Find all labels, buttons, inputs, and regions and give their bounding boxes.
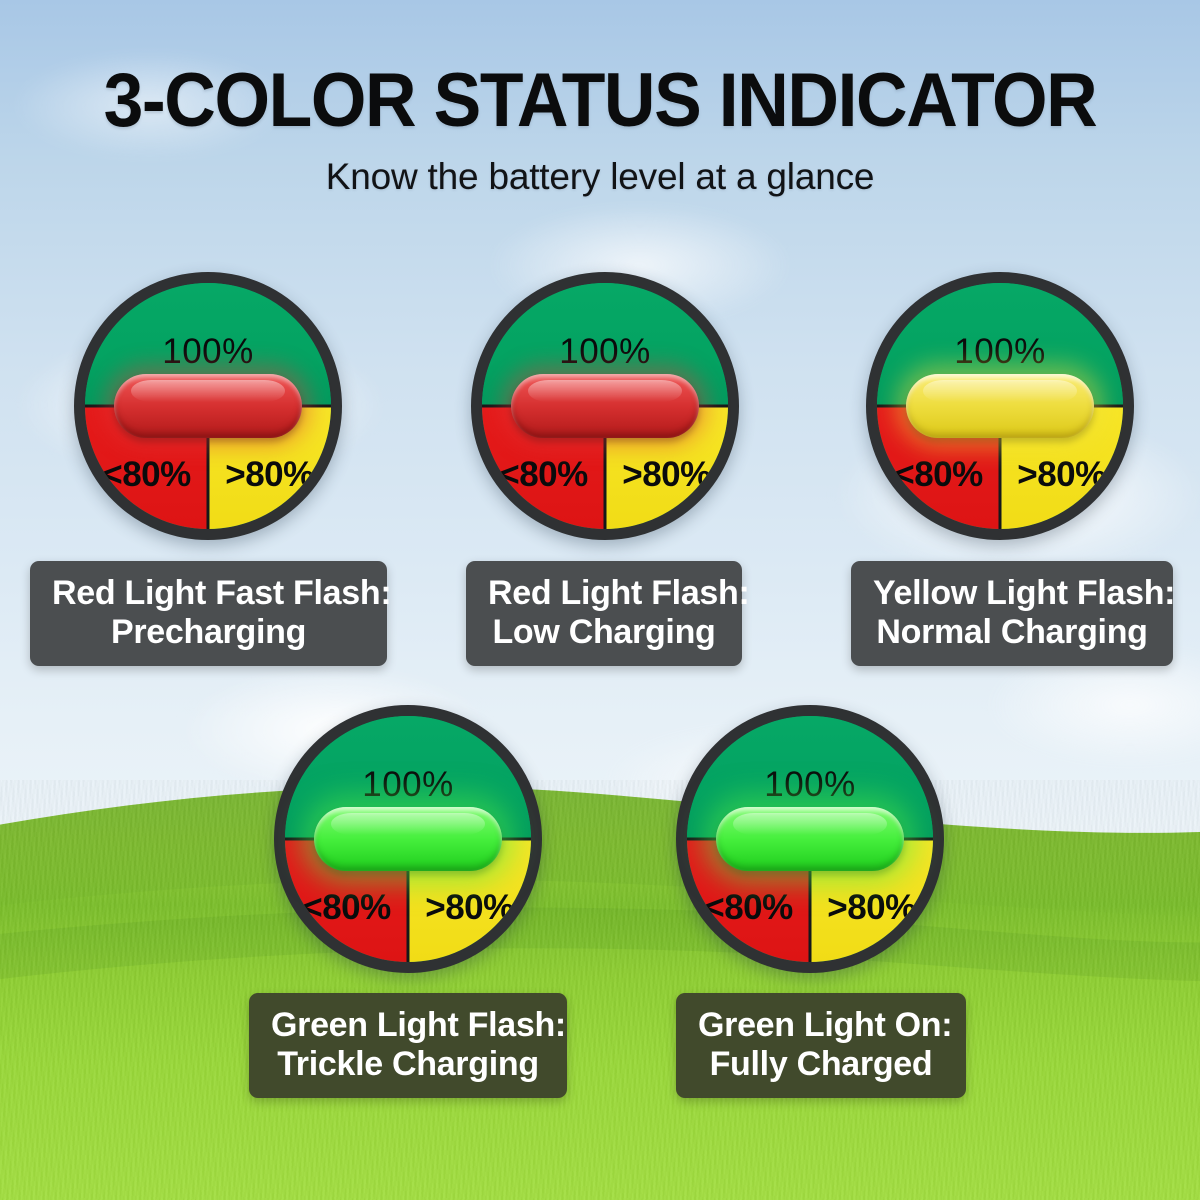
caption-trickle-charging: Green Light Flash: Trickle Charging <box>249 993 567 1098</box>
gauge-label-low: <80% <box>302 888 391 928</box>
page-subtitle: Know the battery level at a glance <box>325 155 875 197</box>
gauge-label-low: <80% <box>704 888 793 928</box>
gauge-label-low: <80% <box>894 455 983 495</box>
caption-line-1: Red Light Flash: <box>488 574 750 612</box>
page-title: 3-COLOR STATUS INDICATOR <box>103 58 1098 143</box>
gauge-label-full: 100% <box>362 765 454 805</box>
caption-fully-charged: Green Light On: Fully Charged <box>676 993 966 1098</box>
status-gauge-normal-charging: 100% <80% >80% <box>866 272 1134 540</box>
caption-line-1: Green Light Flash: <box>271 1006 566 1044</box>
caption-line-2: Normal Charging <box>876 613 1148 652</box>
gauge-label-full: 100% <box>559 332 651 372</box>
led-indicator-red <box>114 374 302 438</box>
green-hill <box>0 770 1200 1200</box>
caption-low-charging: Red Light Flash: Low Charging <box>466 561 750 666</box>
caption-line-2: Fully Charged <box>709 1045 933 1084</box>
gauge-divider-vertical <box>406 839 410 962</box>
led-indicator-yellow <box>906 374 1094 438</box>
led-indicator-green <box>314 807 502 871</box>
caption-normal-charging: Yellow Light Flash: Normal Charging <box>851 561 1176 666</box>
status-gauge-fully-charged: 100% <80% >80% <box>676 705 944 973</box>
gauge-label-full: 100% <box>764 765 856 805</box>
caption-line-1: Green Light On: <box>698 1006 953 1044</box>
led-indicator-red <box>511 374 699 438</box>
gauge-label-low: <80% <box>499 455 588 495</box>
gauge-divider-vertical <box>206 406 210 529</box>
gauge-label-high: >80% <box>225 455 314 495</box>
caption-line-1: Yellow Light Flash: <box>873 574 1176 612</box>
caption-line-2: Low Charging <box>492 613 716 652</box>
caption-line-1: Red Light Fast Flash: <box>52 574 392 612</box>
caption-line-2: Trickle Charging <box>277 1045 539 1084</box>
gauge-label-full: 100% <box>954 332 1046 372</box>
caption-precharging: Red Light Fast Flash: Precharging <box>30 561 392 666</box>
gauge-label-high: >80% <box>425 888 514 928</box>
gauge-divider-vertical <box>998 406 1002 529</box>
status-gauge-precharging: 100% <80% >80% <box>74 272 342 540</box>
gauge-label-low: <80% <box>102 455 191 495</box>
header: 3-COLOR STATUS INDICATOR Know the batter… <box>0 0 1200 198</box>
status-gauge-low-charging: 100% <80% >80% <box>471 272 739 540</box>
gauge-divider-vertical <box>603 406 607 529</box>
cloud-shape <box>0 30 340 180</box>
gauge-label-high: >80% <box>1017 455 1106 495</box>
led-indicator-green <box>716 807 904 871</box>
status-gauge-trickle-charging: 100% <80% >80% <box>274 705 542 973</box>
gauge-label-full: 100% <box>162 332 254 372</box>
gauge-label-high: >80% <box>827 888 916 928</box>
caption-line-2: Precharging <box>110 613 307 652</box>
gauge-divider-vertical <box>808 839 812 962</box>
gauge-label-high: >80% <box>622 455 711 495</box>
